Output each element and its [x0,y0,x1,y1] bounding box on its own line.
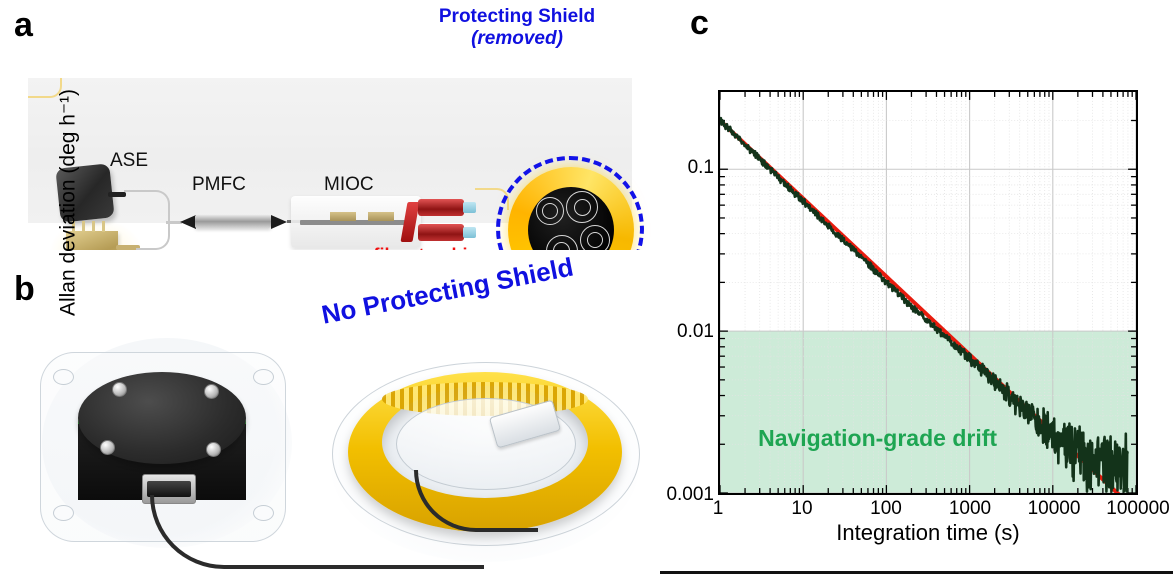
plot-gridlines [720,92,1136,493]
fibre-path-lower [136,224,170,250]
standoff-stud [100,440,115,455]
pmfc-right-boot [271,215,287,229]
pd-pigtail [116,245,140,250]
protecting-shield-line2: (removed) [471,27,563,49]
standoff-stud [204,384,219,399]
x-axis-title: Integration time (s) [836,520,1020,545]
pd-pin [102,221,105,232]
x-axis-tick-label: 1 [712,498,724,519]
x-axis-tick-label: 100 [870,498,902,519]
mioc-electrode-pad [368,212,394,221]
y-axis-tick-label: 0.001 [666,484,714,505]
label-mioc: MIOC [324,174,374,195]
pmfc-left-boot [180,215,196,229]
mount-hole [253,369,274,385]
protecting-shield-label: Protecting Shield (removed) [392,6,642,50]
ase-pigtail [108,192,126,197]
ferrule-tip [463,227,476,238]
y-axis-ticklabels: 0.001 0.01 0.1 [640,90,714,505]
pmfc-coupler-icon [195,215,271,228]
fibre-path-upper [124,190,170,226]
y-axis-tick-label: 0.1 [687,157,714,178]
x-axis-tick-label: 100000 [1106,498,1170,519]
label-ase: ASE [110,150,149,171]
pd-pin [82,221,85,232]
y-axis-tick-label: 0.01 [677,320,714,342]
coil-pigtail-lower [28,78,62,98]
label-pmfc: PMFC [192,174,246,195]
mount-hole [53,505,74,521]
x-axis-tick-label: 1000 [948,498,992,519]
standoff-stud [206,442,221,457]
plot-series [720,116,1129,493]
pd-pin [72,221,75,232]
allan-deviation-plot [718,90,1138,495]
fibre-ferrule [418,199,464,216]
panel-a-photo-background: ASE PMFC MIOC PD fibre-to-chip direct co… [28,78,644,302]
panel-b-letter: b [14,270,35,308]
x-axis-tick-label: 10 [791,498,813,519]
protecting-shield-line1: Protecting Shield [438,6,596,27]
y-axis-title: Allan deviation (deg h⁻¹) [56,88,80,317]
ferrule-tip [463,202,476,213]
fibre-junction [166,221,182,224]
pd-pin [92,221,95,232]
x-axis-tick-label: 10000 [1027,498,1081,519]
panel-a-letter: a [14,6,33,44]
panel-c-letter: c [690,4,709,42]
dsub-pin-array [147,481,191,497]
mount-hole [53,369,74,385]
fibre-ferrule [418,224,464,241]
mioc-electrode-pad [330,212,356,221]
navigation-grade-drift-annotation: Navigation-grade drift [758,425,998,451]
panel-a: a Protecting Shield (removed) [0,0,660,302]
x-axis-ticklabels: 1 10 100 1000 10000 100000 [713,498,1170,524]
mioc-waveguide [300,220,408,225]
standoff-stud [112,382,127,397]
